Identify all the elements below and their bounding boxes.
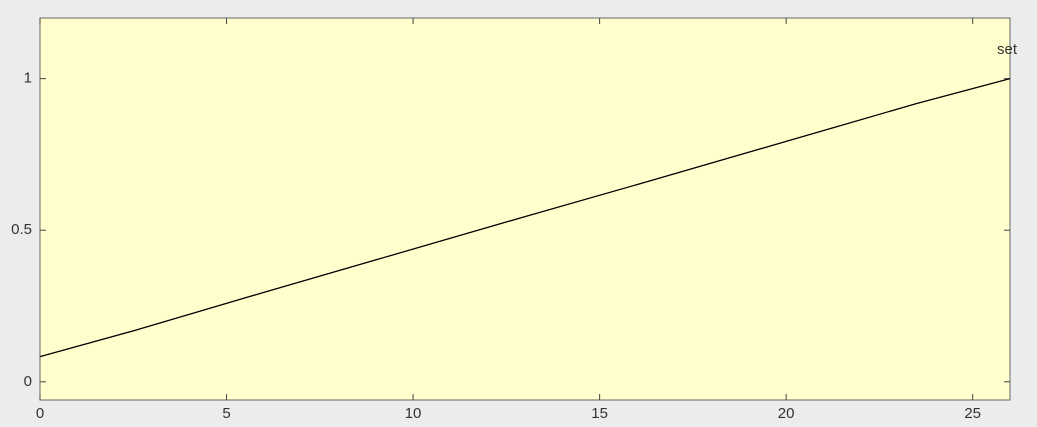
x-tick-label: 5 bbox=[222, 405, 230, 422]
x-tick-label: 10 bbox=[405, 405, 422, 422]
line bbox=[39, 78, 1011, 358]
x-tick-label: 25 bbox=[964, 405, 981, 422]
y-tick-label: 0.5 bbox=[11, 221, 32, 238]
x-tick-label: 20 bbox=[778, 405, 795, 422]
series-annotation: set bbox=[997, 41, 1018, 58]
y-tick-label: 1 bbox=[24, 70, 32, 87]
plot-area bbox=[39, 17, 1011, 401]
y-tick-label: 0 bbox=[24, 373, 32, 390]
x-tick-label: 15 bbox=[591, 405, 608, 422]
x-tick-label: 0 bbox=[36, 405, 44, 422]
